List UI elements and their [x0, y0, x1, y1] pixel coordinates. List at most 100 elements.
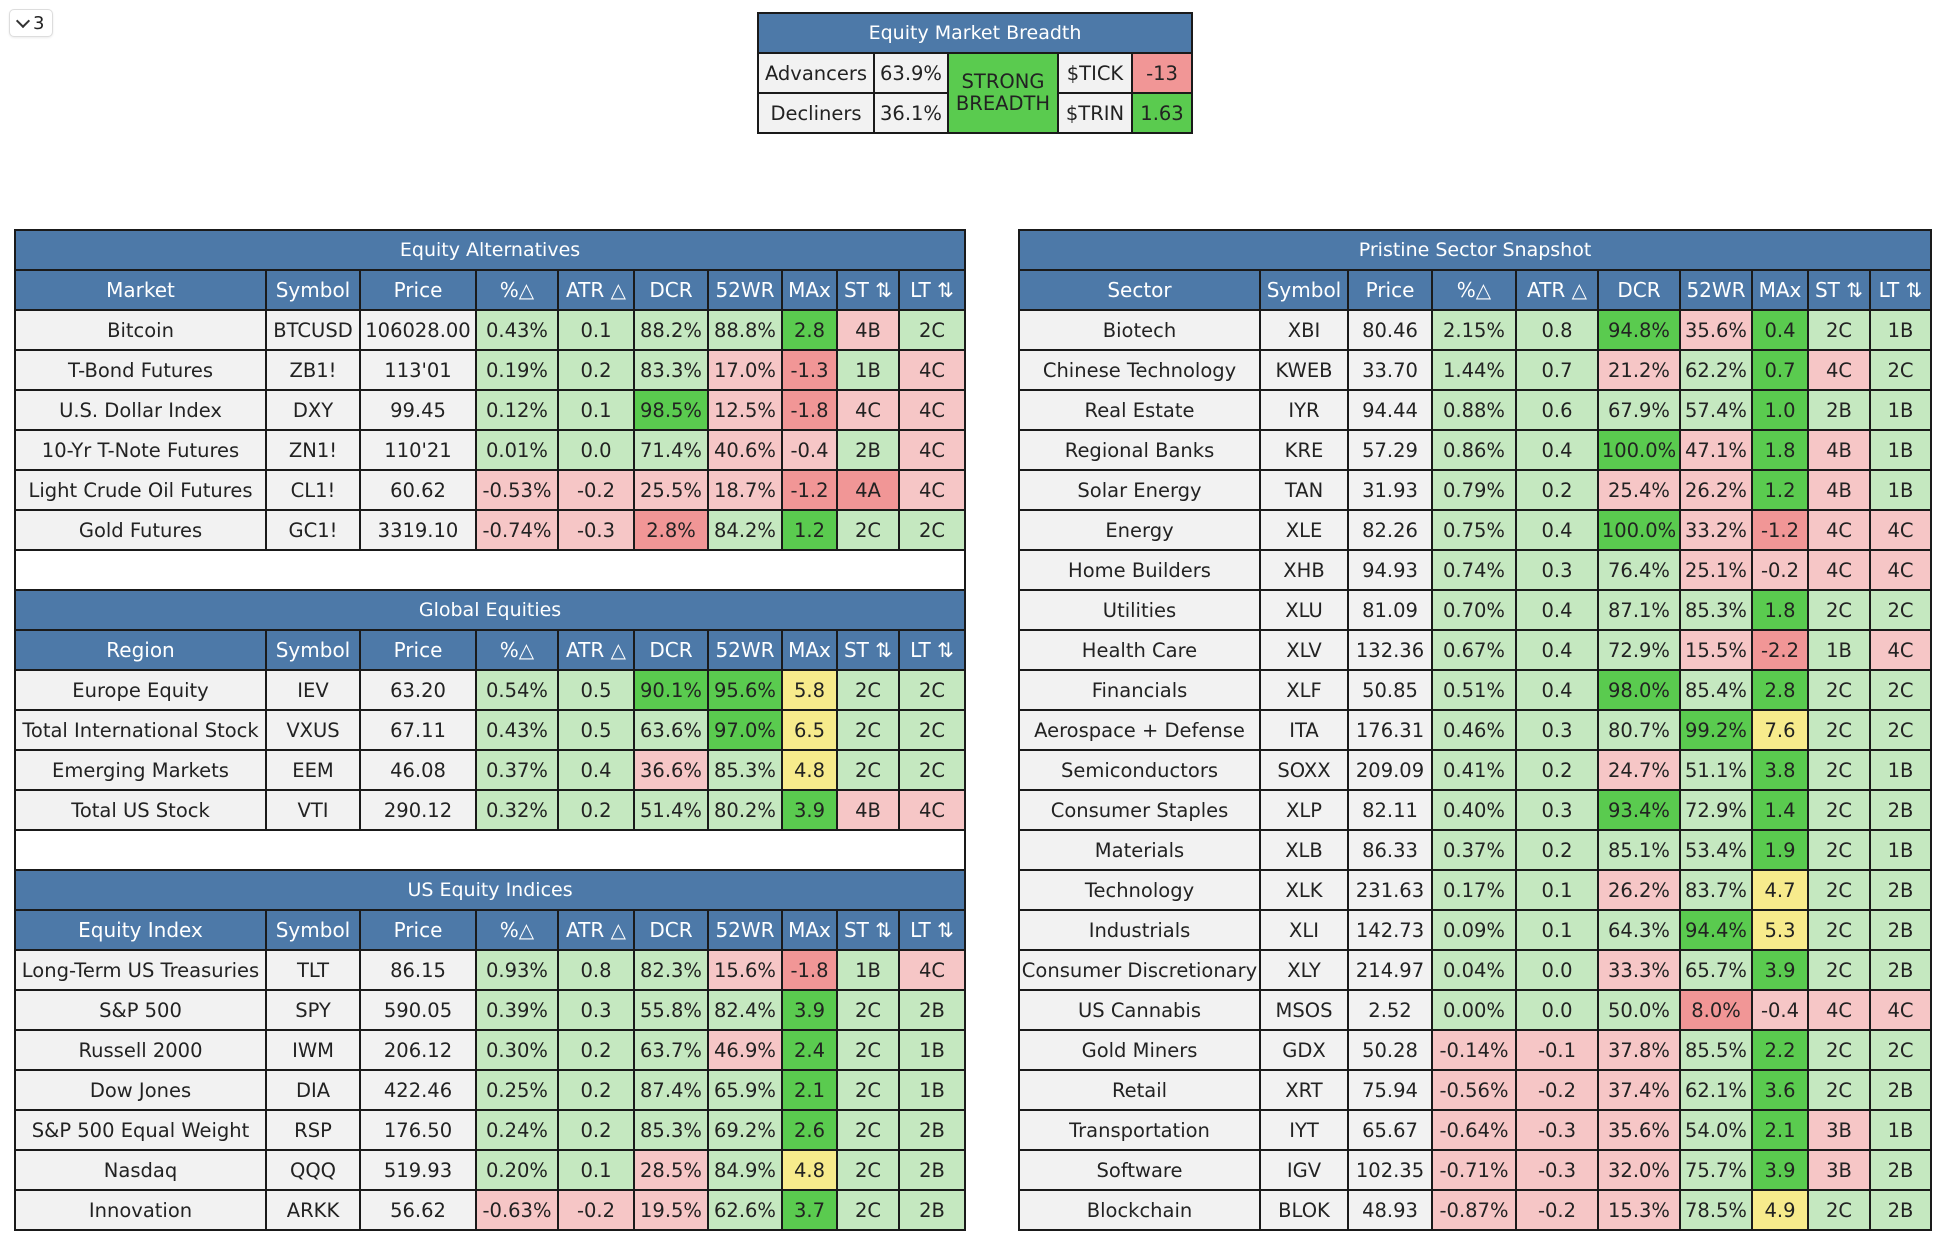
cell-lt: 2C: [1868, 709, 1933, 751]
cell-dcr: 37.8%: [1597, 1029, 1681, 1071]
section-spacer: [13, 549, 967, 591]
cell-atr-change: 0.3: [557, 989, 635, 1031]
cell-pct-change: 0.70%: [1431, 589, 1517, 631]
cell-dcr: 55.8%: [633, 989, 709, 1031]
cell-52wr: 65.9%: [707, 1069, 783, 1111]
cell-atr-change: 0.2: [557, 1029, 635, 1071]
cell-price: 63.20: [359, 669, 477, 711]
cell-lt: 1B: [1868, 1109, 1933, 1151]
cell-name: Chinese Technology: [1018, 349, 1261, 391]
cell-lt: 1B: [1868, 829, 1933, 871]
trin-value: 1.63: [1130, 92, 1194, 134]
cell-52wr: 94.4%: [1679, 909, 1753, 951]
table-row: Blockchain BLOK 48.93 -0.87% -0.2 15.3% 78.5% 4…: [1018, 1189, 1933, 1231]
cell-symbol: XLI: [1259, 909, 1349, 951]
cell-52wr: 57.4%: [1679, 389, 1753, 431]
cell-symbol: ZB1!: [265, 349, 361, 391]
cell-symbol: IWM: [265, 1029, 361, 1071]
cell-st: 2C: [836, 1109, 900, 1151]
cell-pct-change: 0.12%: [475, 389, 559, 431]
cell-max: 2.1: [1751, 1109, 1809, 1151]
column-header: Symbol: [265, 269, 361, 311]
cell-st: 1B: [1807, 629, 1871, 671]
column-header: %△: [475, 909, 559, 951]
cell-st: 2C: [1807, 669, 1871, 711]
cell-52wr: 95.6%: [707, 669, 783, 711]
cell-pct-change: -0.71%: [1431, 1149, 1517, 1191]
table-row: S&P 500 SPY 590.05 0.39% 0.3 55.8% 82.4% 3.9 2C 2…: [14, 989, 967, 1031]
cell-st: 2C: [836, 1189, 900, 1231]
cell-symbol: IYR: [1259, 389, 1349, 431]
cell-name: Real Estate: [1018, 389, 1261, 431]
column-header: 52WR: [1679, 269, 1753, 311]
column-header: Price: [359, 269, 477, 311]
cell-price: 60.62: [359, 469, 477, 511]
table-row: Light Crude Oil Futures CL1! 60.62 -0.53% -0…: [14, 469, 967, 511]
cell-max: 2.1: [781, 1069, 838, 1111]
cell-symbol: XLB: [1259, 829, 1349, 871]
cell-lt: 2C: [1868, 669, 1933, 711]
cell-st: 2C: [1807, 589, 1871, 631]
cell-pct-change: 0.67%: [1431, 629, 1517, 671]
table-row: U.S. Dollar Index DXY 99.45 0.12% 0.1 98.5% 12…: [14, 389, 967, 431]
cell-symbol: DXY: [265, 389, 361, 431]
column-header: Price: [1347, 269, 1433, 311]
cell-pct-change: 0.40%: [1431, 789, 1517, 831]
column-header: Region: [14, 629, 267, 671]
cell-atr-change: 0.1: [557, 389, 635, 431]
cell-lt: 2B: [897, 1189, 967, 1231]
cell-lt: 2B: [1868, 1069, 1933, 1111]
cell-price: 65.67: [1347, 1109, 1433, 1151]
column-header: LT ⇅: [1868, 269, 1933, 311]
cell-st: 2C: [1807, 1029, 1871, 1071]
cell-pct-change: -0.53%: [475, 469, 559, 511]
cell-max: 3.9: [1751, 949, 1809, 991]
cell-dcr: 88.2%: [633, 309, 709, 351]
cell-price: 231.63: [1347, 869, 1433, 911]
cell-name: U.S. Dollar Index: [14, 389, 267, 431]
cell-price: 176.31: [1347, 709, 1433, 751]
column-header: DCR: [633, 269, 709, 311]
cell-pct-change: -0.63%: [475, 1189, 559, 1231]
cell-pct-change: 0.86%: [1431, 429, 1517, 471]
collapse-toggle-button[interactable]: 3: [9, 9, 54, 37]
table-row: Emerging Markets EEM 46.08 0.37% 0.4 36.6% 85.…: [14, 749, 967, 791]
cell-max: 3.9: [1751, 1149, 1809, 1191]
cell-52wr: 88.8%: [707, 309, 783, 351]
cell-st: 4B: [1807, 429, 1871, 471]
cell-st: 3B: [1807, 1149, 1871, 1191]
cell-symbol: SOXX: [1259, 749, 1349, 791]
section-title: US Equity Indices: [13, 869, 967, 911]
cell-pct-change: 0.17%: [1431, 869, 1517, 911]
cell-atr-change: 0.1: [1515, 869, 1599, 911]
cell-name: Consumer Staples: [1018, 789, 1261, 831]
cell-pct-change: 0.01%: [475, 429, 559, 471]
equity-market-breadth-table: Equity Market Breadth Advancers 63.9% ST…: [756, 12, 1194, 134]
cell-52wr: 25.1%: [1679, 549, 1753, 591]
cell-52wr: 85.4%: [1679, 669, 1753, 711]
cell-name: Europe Equity: [14, 669, 267, 711]
cell-lt: 1B: [1868, 749, 1933, 791]
cell-lt: 2B: [897, 1109, 967, 1151]
table-row: Health Care XLV 132.36 0.67% 0.4 72.9% 15.5% -2…: [1018, 629, 1933, 671]
cell-name: Dow Jones: [14, 1069, 267, 1111]
cell-st: 1B: [836, 349, 900, 391]
cell-name: Innovation: [14, 1189, 267, 1231]
table-row: Gold Miners GDX 50.28 -0.14% -0.1 37.8% 85.5% 2…: [1018, 1029, 1933, 1071]
cell-lt: 2B: [1868, 1189, 1933, 1231]
column-header: Price: [359, 629, 477, 671]
table-row: Aerospace + Defense ITA 176.31 0.46% 0.3 80.7…: [1018, 709, 1933, 751]
cell-price: 99.45: [359, 389, 477, 431]
table-row: Financials XLF 50.85 0.51% 0.4 98.0% 85.4% 2.8 2…: [1018, 669, 1933, 711]
cell-max: -1.2: [1751, 509, 1809, 551]
cell-pct-change: 0.32%: [475, 789, 559, 831]
cell-st: 2C: [836, 1069, 900, 1111]
table-row: Consumer Staples XLP 82.11 0.40% 0.3 93.4% 72.…: [1018, 789, 1933, 831]
cell-symbol: XLF: [1259, 669, 1349, 711]
cell-52wr: 18.7%: [707, 469, 783, 511]
cell-name: Bitcoin: [14, 309, 267, 351]
cell-st: 2C: [1807, 869, 1871, 911]
cell-atr-change: 0.6: [1515, 389, 1599, 431]
cell-lt: 2B: [897, 1149, 967, 1191]
cell-name: Utilities: [1018, 589, 1261, 631]
